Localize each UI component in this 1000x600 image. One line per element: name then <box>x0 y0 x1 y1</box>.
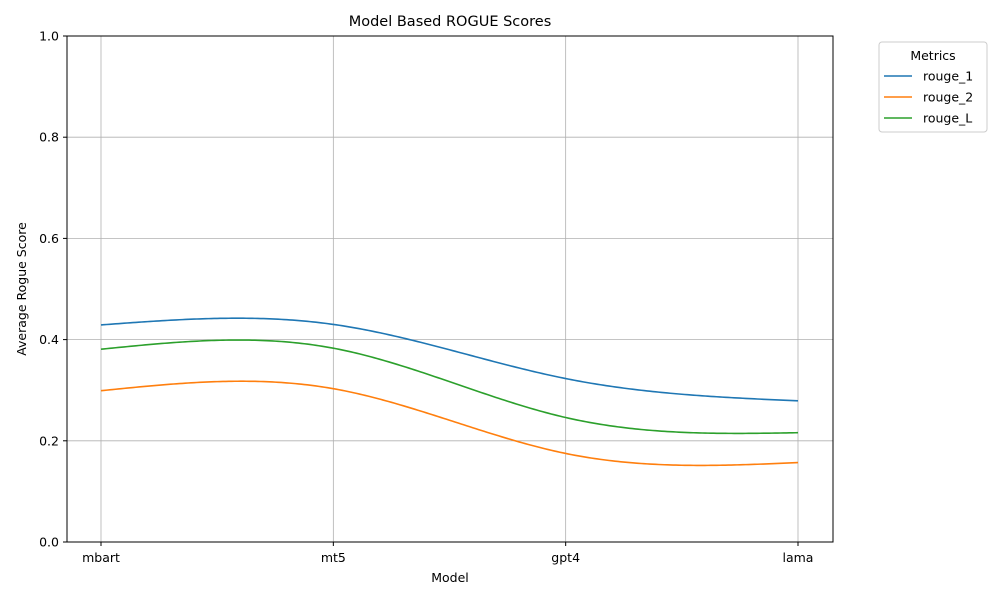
grid-lines <box>67 36 833 542</box>
chart-title: Model Based ROGUE Scores <box>349 14 552 30</box>
plot-frame <box>66 35 834 543</box>
x-tick-label: lama <box>783 550 814 565</box>
legend-entry-label: rouge_1 <box>923 69 973 84</box>
series-lines <box>100 317 799 467</box>
y-tick-label: 0.6 <box>39 231 59 246</box>
legend-entry-label: rouge_2 <box>923 90 973 105</box>
series-line-rouge-L <box>100 339 799 435</box>
legend-entry-label: rouge_L <box>923 111 972 126</box>
y-tick-label: 0.0 <box>39 535 59 550</box>
x-tick-label: mbart <box>82 550 120 565</box>
series-line-rouge-1 <box>100 317 799 402</box>
y-axis-label: Average Rogue Score <box>14 222 29 356</box>
legend-title: Metrics <box>910 48 955 63</box>
legend: Metrics rouge_1 rouge_2 rouge_L <box>878 41 988 133</box>
legend-box <box>878 41 988 133</box>
y-tick-label: 0.2 <box>39 433 59 448</box>
series-line-rouge-2 <box>100 380 799 467</box>
y-tick-label: 0.4 <box>39 332 59 347</box>
y-tick-label: 0.8 <box>39 130 59 145</box>
x-tick-label: gpt4 <box>551 550 580 565</box>
y-tick-label: 1.0 <box>39 29 59 44</box>
axes: mbart mt5 gpt4 lama 0.0 0.2 0.4 0.6 0.8 1.0 <box>39 29 813 566</box>
x-axis-label: Model <box>431 570 469 585</box>
x-tick-label: mt5 <box>321 550 346 565</box>
